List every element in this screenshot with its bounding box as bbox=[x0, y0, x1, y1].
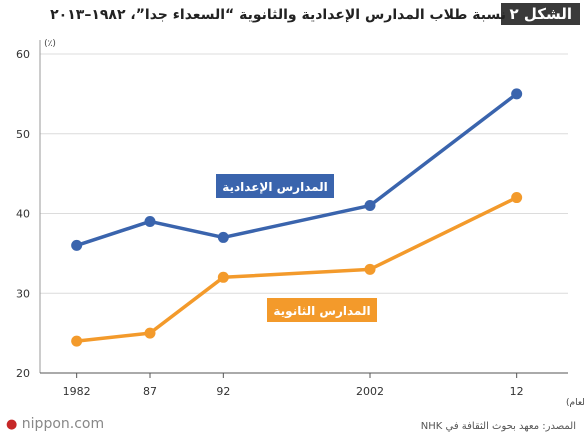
tick-labels: 20 30 40 50 60 1982 87 92 2002 12 (٪) (العام) bbox=[16, 39, 584, 408]
y-tick-60: 60 bbox=[16, 48, 30, 61]
x-tick-2002: 2002 bbox=[356, 385, 384, 398]
y-tick-20: 20 bbox=[16, 367, 30, 380]
logo-dot-icon: ● bbox=[6, 417, 18, 432]
nippon-logo: ● nippon.com bbox=[6, 416, 104, 432]
logo-text: nippon.com bbox=[21, 416, 105, 432]
source-note: المصدر: معهد بحوث الثقافة في NHK bbox=[420, 421, 576, 432]
chart-header: الشكل ٢ نسبة طلاب المدارس الإعدادية والث… bbox=[0, 0, 584, 30]
data-point-s0-12 bbox=[511, 88, 523, 100]
series-line-0 bbox=[76, 92, 518, 248]
data-point-s0-1982 bbox=[71, 239, 83, 251]
y-unit-label: (٪) bbox=[44, 39, 56, 49]
data-point-s1-1982 bbox=[71, 335, 83, 347]
series-label-box-0 bbox=[216, 174, 334, 198]
data-point-s0-2002 bbox=[364, 200, 376, 212]
series-label-1: المدارس الثانوية bbox=[273, 304, 370, 319]
axes bbox=[39, 40, 568, 378]
series-label-0: المدارس الإعدادية bbox=[222, 180, 328, 194]
data-point-s1-87 bbox=[144, 327, 156, 339]
x-tick-12: 12 bbox=[510, 385, 524, 398]
figure-label: الشكل ٢ bbox=[501, 3, 580, 25]
series-points bbox=[71, 88, 523, 347]
gridlines bbox=[40, 53, 568, 294]
data-point-s0-87 bbox=[144, 215, 156, 227]
data-point-s1-12 bbox=[511, 192, 523, 204]
y-tick-30: 30 bbox=[16, 287, 30, 300]
data-point-s0-92 bbox=[217, 231, 229, 243]
x-tick-87: 87 bbox=[143, 385, 157, 398]
x-tick-1982: 1982 bbox=[63, 385, 91, 398]
data-point-s1-92 bbox=[217, 271, 229, 283]
data-point-s1-2002 bbox=[364, 263, 376, 275]
series-label-box-1 bbox=[267, 298, 377, 322]
y-tick-50: 50 bbox=[16, 128, 30, 141]
chart-title: نسبة طلاب المدارس الإعدادية والثانوية “ا… bbox=[50, 7, 506, 23]
x-tick-92: 92 bbox=[216, 385, 230, 398]
x-unit-label: (العام) bbox=[566, 398, 584, 408]
series-labels: المدارس الإعدادية المدارس الثانوية bbox=[216, 174, 377, 322]
y-tick-40: 40 bbox=[16, 208, 30, 221]
